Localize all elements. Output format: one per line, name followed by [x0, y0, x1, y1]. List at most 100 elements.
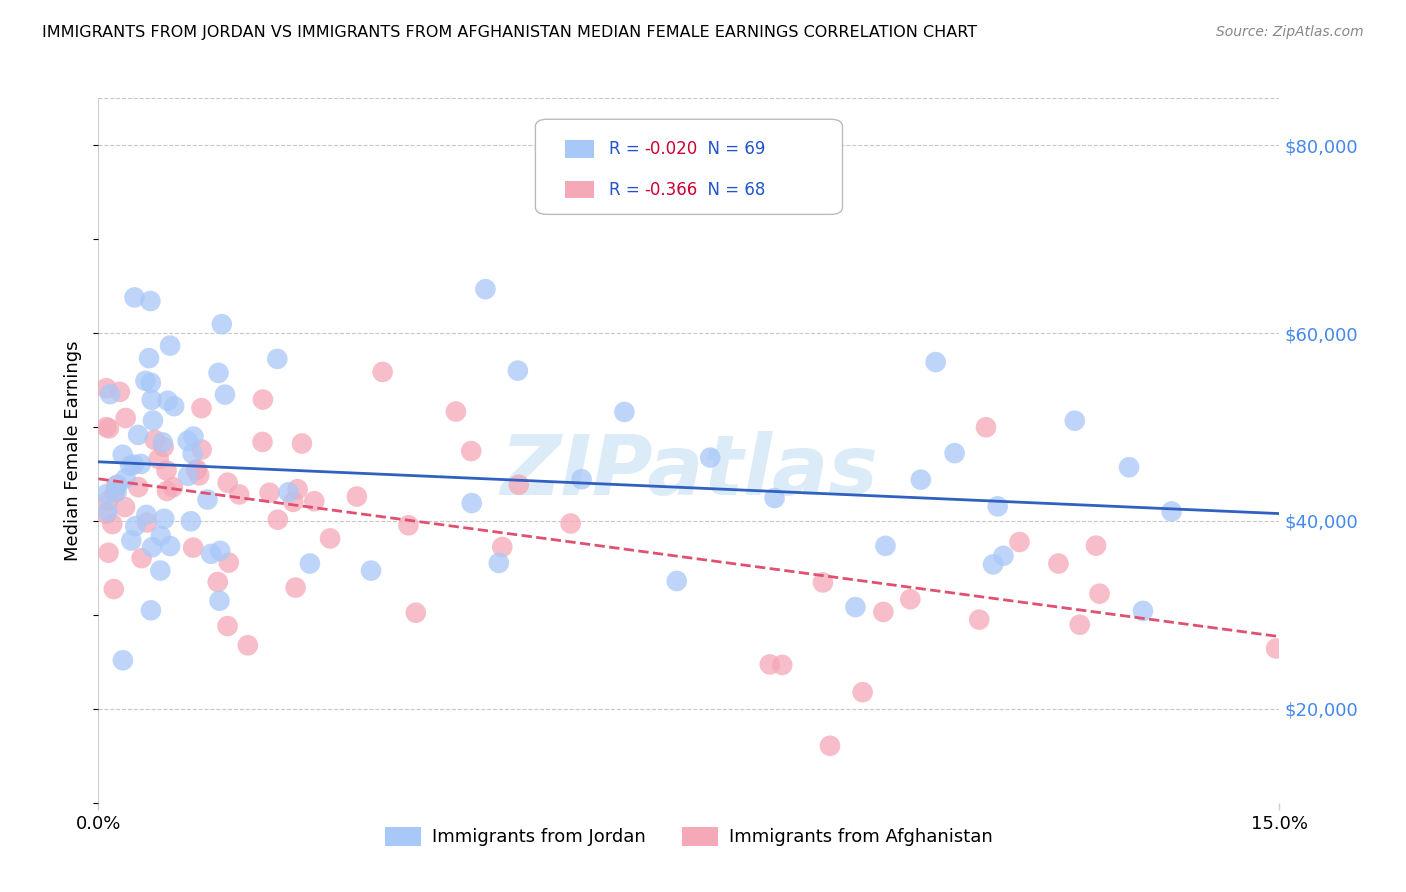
Point: [190, 442, 212, 457]
Text: -0.020: -0.020: [644, 140, 697, 158]
Point: [283, 495, 305, 509]
Point: [346, 490, 368, 504]
Point: [97, 546, 120, 560]
Text: Source: ZipAtlas.com: Source: ZipAtlas.com: [1216, 25, 1364, 39]
Point: [1160, 504, 1182, 518]
Text: R =: R =: [609, 180, 644, 199]
Point: [153, 512, 176, 526]
Point: [228, 487, 250, 501]
Point: [924, 355, 946, 369]
Point: [120, 458, 142, 473]
Point: [97, 421, 120, 435]
Point: [101, 517, 124, 532]
Point: [131, 551, 153, 566]
Point: [129, 457, 152, 471]
Point: [107, 477, 129, 491]
Point: [763, 491, 786, 505]
Point: [108, 384, 131, 399]
Point: [405, 606, 427, 620]
Point: [987, 500, 1010, 514]
Point: [114, 500, 136, 514]
Point: [298, 557, 321, 571]
Point: [304, 494, 326, 508]
Point: [114, 411, 136, 425]
Point: [218, 556, 240, 570]
Point: [162, 480, 184, 494]
Point: [97, 493, 120, 508]
Point: [134, 374, 156, 388]
Point: [217, 475, 239, 490]
Point: [444, 404, 467, 418]
Bar: [565, 181, 595, 198]
Point: [138, 351, 160, 365]
Point: [665, 574, 688, 588]
Point: [360, 564, 382, 578]
Point: [371, 365, 394, 379]
Point: [491, 540, 513, 554]
Point: [163, 399, 186, 413]
Bar: [565, 140, 595, 158]
Point: [143, 433, 166, 447]
Point: [267, 513, 290, 527]
Point: [613, 405, 636, 419]
Point: [291, 436, 314, 450]
Point: [152, 435, 174, 450]
Point: [460, 444, 482, 458]
Point: [120, 533, 142, 548]
Point: [488, 556, 510, 570]
Point: [211, 317, 233, 331]
Point: [398, 518, 420, 533]
Point: [156, 483, 179, 498]
Point: [186, 462, 208, 476]
Point: [770, 657, 793, 672]
Point: [142, 413, 165, 427]
Point: [124, 519, 146, 533]
Point: [811, 575, 834, 590]
Point: [284, 581, 307, 595]
Point: [993, 549, 1015, 563]
Point: [1085, 539, 1108, 553]
Point: [1088, 587, 1111, 601]
Point: [96, 504, 118, 518]
Point: [159, 539, 181, 553]
Point: [104, 485, 127, 500]
Text: R =: R =: [609, 140, 644, 158]
Point: [319, 532, 342, 546]
Point: [252, 434, 274, 449]
Point: [875, 539, 897, 553]
Point: [209, 544, 232, 558]
Point: [1063, 414, 1085, 428]
Point: [96, 420, 118, 434]
Point: [183, 429, 205, 443]
Point: [844, 600, 866, 615]
Point: [148, 452, 170, 467]
Point: [1132, 604, 1154, 618]
Point: [184, 463, 207, 477]
Point: [898, 592, 921, 607]
Point: [190, 401, 212, 416]
Point: [699, 450, 721, 465]
Point: [508, 477, 530, 491]
Point: [1118, 460, 1140, 475]
Point: [96, 507, 118, 521]
Point: [217, 619, 239, 633]
Point: [277, 485, 299, 500]
Point: [141, 392, 163, 407]
Point: [177, 468, 200, 483]
Point: [872, 605, 894, 619]
Point: [852, 685, 875, 699]
Point: [571, 472, 593, 486]
Point: [149, 529, 172, 543]
Point: [98, 387, 121, 401]
Text: N = 69: N = 69: [697, 140, 766, 158]
Point: [259, 485, 281, 500]
Point: [105, 479, 128, 493]
Point: [266, 351, 288, 366]
Text: -0.366: -0.366: [644, 180, 697, 199]
Point: [114, 471, 136, 485]
Point: [506, 363, 529, 377]
Point: [818, 739, 841, 753]
Point: [981, 558, 1004, 572]
Text: ZIPatlas: ZIPatlas: [501, 431, 877, 512]
Point: [159, 338, 181, 352]
